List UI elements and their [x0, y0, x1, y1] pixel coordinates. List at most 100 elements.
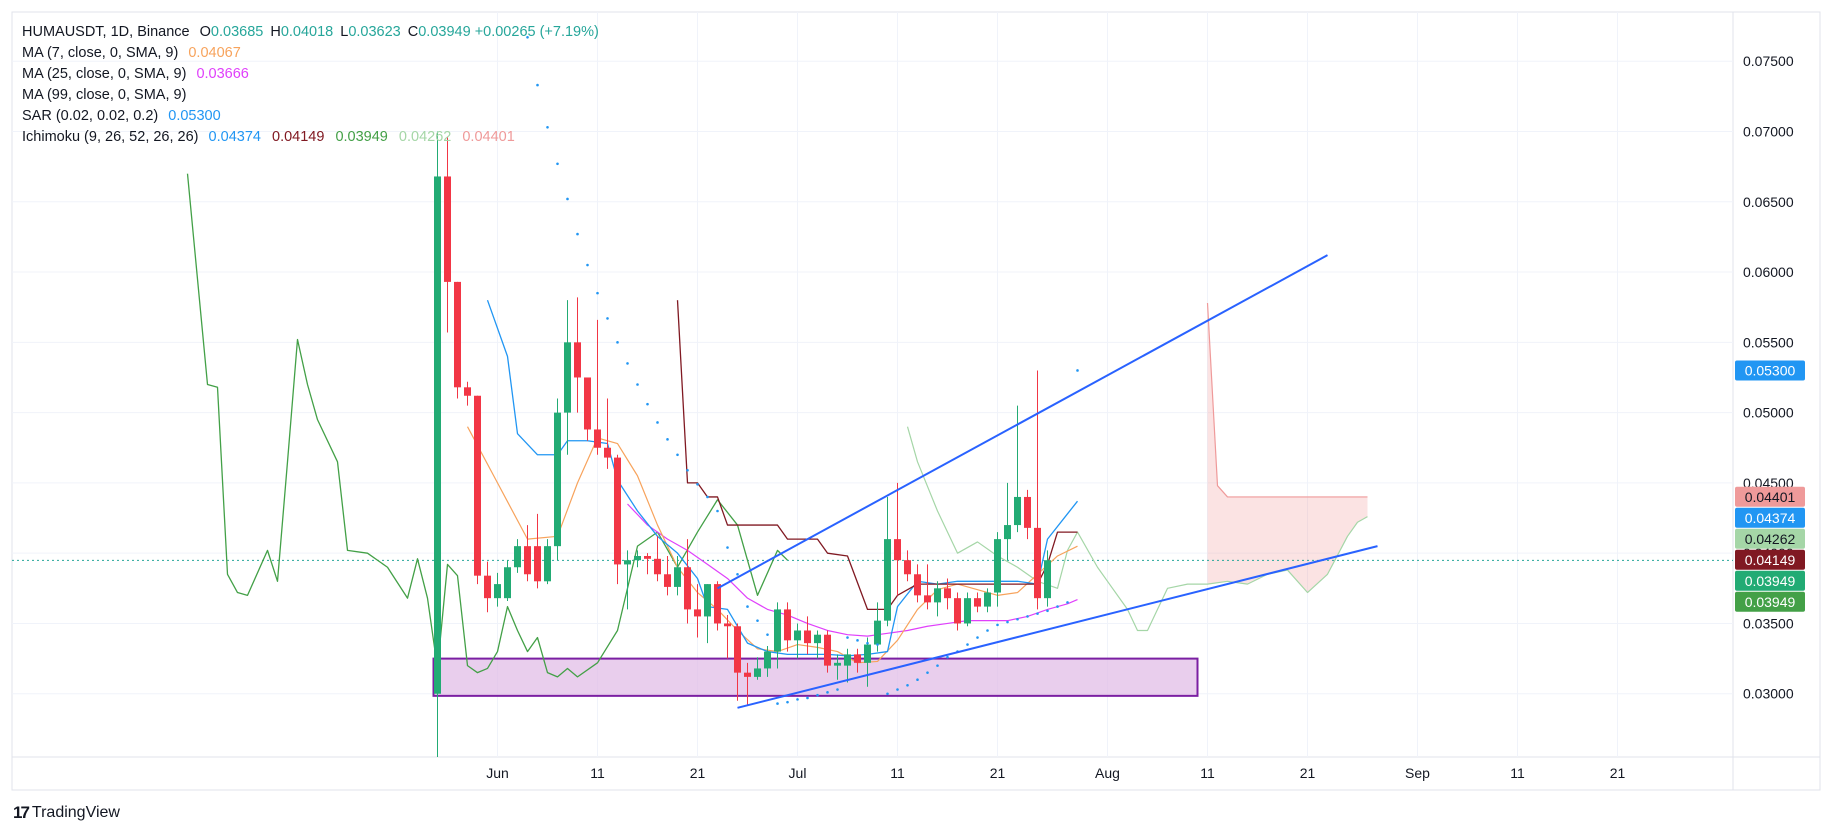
candle-body-up — [704, 584, 711, 617]
sar-dot — [766, 633, 769, 637]
sar-dot — [826, 691, 829, 694]
candle-body-up — [864, 644, 871, 663]
y-tick-label: 0.07000 — [1743, 123, 1794, 139]
x-tick-label: 21 — [990, 765, 1006, 781]
sar-dot — [886, 692, 889, 696]
y-tick-label: 0.03500 — [1743, 615, 1794, 631]
sar-dot — [706, 495, 709, 499]
price-badge — [1735, 507, 1805, 528]
sar-dot — [676, 453, 679, 457]
ma25-line — [627, 503, 1078, 637]
candle-body-up — [834, 662, 841, 666]
sar-dot — [946, 655, 949, 659]
price-badge-label: 0.03949 — [1745, 594, 1796, 610]
sar-dot — [746, 605, 749, 608]
candle-body-down — [594, 429, 601, 448]
y-tick-label: 0.06500 — [1743, 194, 1794, 210]
candle-body-up — [844, 654, 851, 666]
x-tick-label: Aug — [1095, 765, 1120, 781]
candle-body-down — [1034, 527, 1041, 599]
legend-ohlc-key: O — [199, 24, 211, 40]
legend-ichimoku-lagging: 0.03949 — [335, 129, 388, 145]
candle-body-up — [794, 630, 801, 641]
legend-ohlc-key: C — [407, 24, 419, 40]
sar-dot — [966, 643, 969, 646]
candle-body-up — [884, 539, 891, 621]
y-tick-label: 0.06000 — [1743, 264, 1794, 280]
legend-ichimoku-label: Ichimoku (9, 26, 52, 26, 26) — [22, 129, 199, 145]
candle-body-down — [894, 539, 901, 561]
candle-body-up — [764, 651, 771, 669]
candle-body-up — [994, 539, 1001, 593]
candle-body-down — [724, 623, 731, 627]
candle-body-down — [534, 546, 541, 582]
legend-ohlc: O0.03685 H0.04018 L0.03623 C0.03949 — [200, 24, 475, 40]
candle-body-up — [634, 555, 641, 561]
sar-dot — [576, 232, 579, 236]
sar-dot — [526, 36, 529, 39]
sar-dot — [726, 546, 729, 549]
candle-body-up — [514, 546, 521, 568]
legend-sar-label: SAR (0.02, 0.02, 0.2) — [22, 108, 159, 124]
sar-dot — [916, 678, 919, 681]
candle-body-down — [524, 546, 531, 575]
sar-dot — [776, 702, 779, 705]
candle-body-up — [874, 620, 881, 645]
sar-dot — [716, 509, 719, 513]
support-zone-rectangle — [432, 657, 1199, 697]
sar-dot — [1006, 620, 1009, 624]
sar-dot — [556, 162, 559, 166]
sar-dot — [566, 197, 569, 201]
sar-dot — [636, 383, 639, 386]
tradingview-logo-text: TradingView — [31, 804, 120, 821]
sar-dot — [1036, 612, 1039, 615]
chart-legend: HUMAUSDT, 1D, Binance O0.03685 H0.04018 L0… — [22, 22, 606, 148]
legend-ma25-row[interactable]: MA (25, close, 0, SMA, 9) 0.03666 — [22, 64, 606, 85]
sar-dot — [796, 698, 799, 701]
sar-dot — [606, 317, 609, 320]
candle-body-down — [924, 595, 931, 603]
tradingview-logo[interactable]: 17 TradingView — [13, 803, 120, 823]
candle-body-down — [974, 598, 981, 607]
sar-dot — [686, 468, 689, 472]
candle-body-down — [714, 584, 721, 624]
candle-body-up — [984, 592, 991, 607]
price-badge — [1735, 570, 1805, 591]
candle-body-down — [784, 609, 791, 641]
legend-ma99-row[interactable]: MA (99, close, 0, SMA, 9) — [22, 85, 606, 106]
sar-dot — [786, 700, 789, 704]
trendline — [717, 254, 1328, 590]
x-tick-label: Sep — [1405, 765, 1430, 781]
legend-sar-row[interactable]: SAR (0.02, 0.02, 0.2) 0.05300 — [22, 106, 606, 127]
candle-body-up — [934, 588, 941, 603]
candle-body-up — [1004, 525, 1011, 540]
price-badge — [1735, 528, 1805, 549]
candle-body-down — [914, 574, 921, 596]
candle-body-up — [814, 634, 821, 644]
sar-dot — [836, 688, 839, 691]
tradingview-logo-icon: 17 — [13, 803, 30, 822]
candle-body-up — [774, 609, 781, 652]
candle-body-down — [854, 654, 861, 663]
legend-ohlc-value: 0.03685 — [210, 24, 264, 40]
legend-ichimoku-row[interactable]: Ichimoku (9, 26, 52, 26, 26) 0.04374 0.0… — [22, 127, 606, 148]
legend-ohlc-value: 0.03949 — [418, 24, 471, 40]
legend-ma7-row[interactable]: MA (7, close, 0, SMA, 9) 0.04067 — [22, 43, 606, 64]
candle-body-up — [564, 342, 571, 413]
candle-body-down — [474, 395, 481, 576]
sar-dot — [626, 362, 629, 365]
sar-dot — [846, 636, 849, 639]
candle-body-down — [644, 555, 651, 559]
ichimoku-lagging-line — [186, 173, 788, 678]
y-tick-label: 0.03000 — [1743, 686, 1794, 702]
price-badge-label: 0.04262 — [1745, 531, 1796, 547]
price-badge — [1735, 591, 1805, 612]
legend-sar-value: 0.05300 — [168, 108, 221, 124]
sar-dot — [926, 671, 929, 674]
y-tick-label: 0.05000 — [1743, 405, 1794, 421]
candle-body-up — [434, 176, 441, 694]
x-tick-label: 21 — [1300, 765, 1316, 781]
legend-change: +0.00265 (+7.19%) — [474, 24, 599, 40]
legend-ma7-label: MA (7, close, 0, SMA, 9) — [22, 45, 179, 61]
